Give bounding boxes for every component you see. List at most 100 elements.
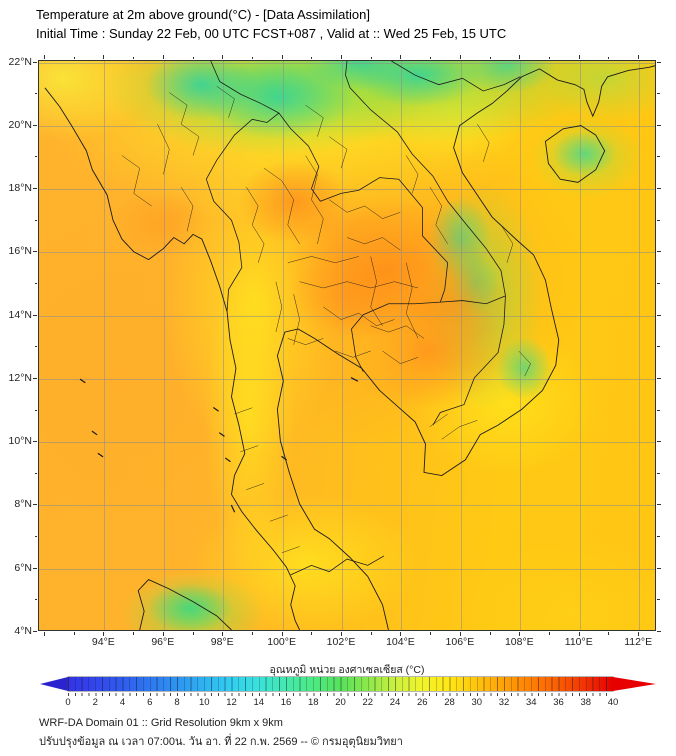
colorbar-tick-value: 14 <box>253 697 265 708</box>
axis-tick <box>657 124 661 126</box>
gridline-lat <box>39 568 655 570</box>
coastline-layer <box>39 61 655 630</box>
footer-model-info: WRF-DA Domain 01 :: Grid Resolution 9km … <box>39 717 283 729</box>
colorbar-left-arrow <box>40 677 68 691</box>
gridline-lon <box>163 61 165 630</box>
axis-tick <box>33 124 37 126</box>
lon-tick-label: 96°E <box>151 636 175 648</box>
colorbar-tick-value: 30 <box>471 697 483 708</box>
lat-tick-label: 12°N <box>8 371 32 384</box>
lat-tick-label: 4°N <box>14 625 32 637</box>
axis-tick <box>657 409 660 411</box>
axis-tick <box>657 599 660 601</box>
page-subtitle: Initial Time : Sunday 22 Feb, 00 UTC FCS… <box>36 26 507 41</box>
gridline-lon <box>639 61 641 630</box>
gridline-lon <box>460 61 462 630</box>
axis-tick <box>34 472 37 474</box>
axis-tick <box>608 632 610 635</box>
lon-tick-label: 110°E <box>564 636 593 648</box>
axis-tick <box>34 409 37 411</box>
colorbar-tick-value: 28 <box>444 697 455 708</box>
axis-tick <box>400 632 402 636</box>
lat-tick-label: 10°N <box>8 435 32 448</box>
axis-tick <box>251 632 253 635</box>
axis-tick <box>430 632 432 635</box>
lon-tick-label: 104°E <box>386 636 415 648</box>
gridline-lon <box>223 61 225 630</box>
axis-tick <box>103 55 105 59</box>
page-title: Temperature at 2m above ground(°C) - [Da… <box>36 7 370 22</box>
axis-tick <box>43 632 45 636</box>
colorbar-tick-value: 38 <box>580 697 592 708</box>
axis-tick <box>549 632 551 635</box>
map-plot-area <box>38 60 656 631</box>
axis-tick <box>341 55 343 59</box>
axis-tick <box>430 56 432 59</box>
axis-tick <box>578 55 580 59</box>
lat-tick-label: 14°N <box>8 308 32 321</box>
axis-tick <box>281 632 283 636</box>
axis-tick <box>73 56 75 59</box>
axis-tick <box>657 61 661 63</box>
lat-tick-label: 6°N <box>14 561 32 574</box>
gridline-lon <box>401 61 403 630</box>
gridline-lon <box>104 61 106 630</box>
axis-tick <box>657 314 661 316</box>
axis-tick <box>489 56 491 59</box>
colorbar-tick-value: 16 <box>280 697 292 708</box>
axis-tick <box>73 632 75 635</box>
colorbar-tick-value: 24 <box>389 697 401 708</box>
colorbar-tick-value: 2 <box>92 697 98 708</box>
colorbar-gradient <box>68 677 613 691</box>
axis-tick <box>657 441 661 443</box>
axis-tick <box>33 377 37 379</box>
colorbar-title: อุณหภูมิ หน่วย องศาเซลเซียส (°C) <box>269 664 425 676</box>
lon-tick-label: 108°E <box>504 636 534 648</box>
axis-tick <box>34 219 37 221</box>
axis-tick <box>489 632 491 635</box>
axis-tick <box>657 251 661 253</box>
axis-tick <box>281 55 283 59</box>
colorbar-tick-value: 6 <box>147 697 153 708</box>
colorbar-tick-value: 10 <box>198 697 210 708</box>
footer-update-info: ปรับปรุงข้อมูล ณ เวลา 07:00น. วัน อา. ที… <box>39 736 403 748</box>
axis-tick <box>33 504 37 506</box>
axis-tick <box>222 632 224 636</box>
coastline-hainan <box>545 126 604 183</box>
colorbar-tick-value: 26 <box>416 697 428 708</box>
axis-tick <box>162 632 164 636</box>
axis-tick <box>133 56 135 59</box>
axis-tick <box>192 56 194 59</box>
lon-tick-label: 94°E <box>91 636 115 648</box>
axis-tick <box>400 55 402 59</box>
axis-tick <box>519 632 521 636</box>
axis-tick <box>657 631 661 632</box>
axis-tick <box>311 632 313 635</box>
axis-tick <box>657 346 660 348</box>
axis-tick <box>103 632 105 636</box>
axis-tick <box>162 55 164 59</box>
gridline-lon <box>282 61 284 630</box>
axis-tick <box>33 61 37 63</box>
axis-tick <box>251 56 253 59</box>
axis-tick <box>657 156 660 158</box>
lon-tick-label: 112°E <box>624 636 653 648</box>
colorbar-tick-labels: 0 2 4 6 8 10 12 14 16 18 20 22 24 26 28 30 32 34 36 38 40 <box>65 697 618 709</box>
colorbar-tick-value: 32 <box>498 697 510 708</box>
axis-tick <box>311 56 313 59</box>
lat-tick-label: 22°N <box>8 55 32 68</box>
colorbar-tick-value: 8 <box>174 697 180 708</box>
axis-tick <box>33 314 37 316</box>
gridline-lat <box>39 252 655 254</box>
lat-tick-label: 20°N <box>8 118 32 131</box>
gridline-lat <box>39 315 655 317</box>
gridline-lat <box>39 378 655 380</box>
lon-tick-label: 100°E <box>267 636 296 648</box>
gridline-lon <box>342 61 344 630</box>
axis-tick <box>34 599 37 601</box>
lon-tick-label: 102°E <box>326 636 356 648</box>
coastline-myanmar-malacca <box>45 88 300 630</box>
colorbar-tick-value: 20 <box>335 697 346 708</box>
lat-tick-label: 18°N <box>8 182 32 195</box>
